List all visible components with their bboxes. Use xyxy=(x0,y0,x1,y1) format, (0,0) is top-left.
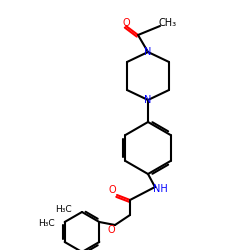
Text: H₃C: H₃C xyxy=(38,220,55,228)
Text: N: N xyxy=(144,47,152,57)
Text: N: N xyxy=(144,95,152,105)
Text: CH₃: CH₃ xyxy=(159,18,177,28)
Text: O: O xyxy=(122,18,130,28)
Text: O: O xyxy=(108,185,116,195)
Text: NH: NH xyxy=(152,184,168,194)
Text: H₃C: H₃C xyxy=(56,206,72,214)
Text: O: O xyxy=(107,225,115,235)
